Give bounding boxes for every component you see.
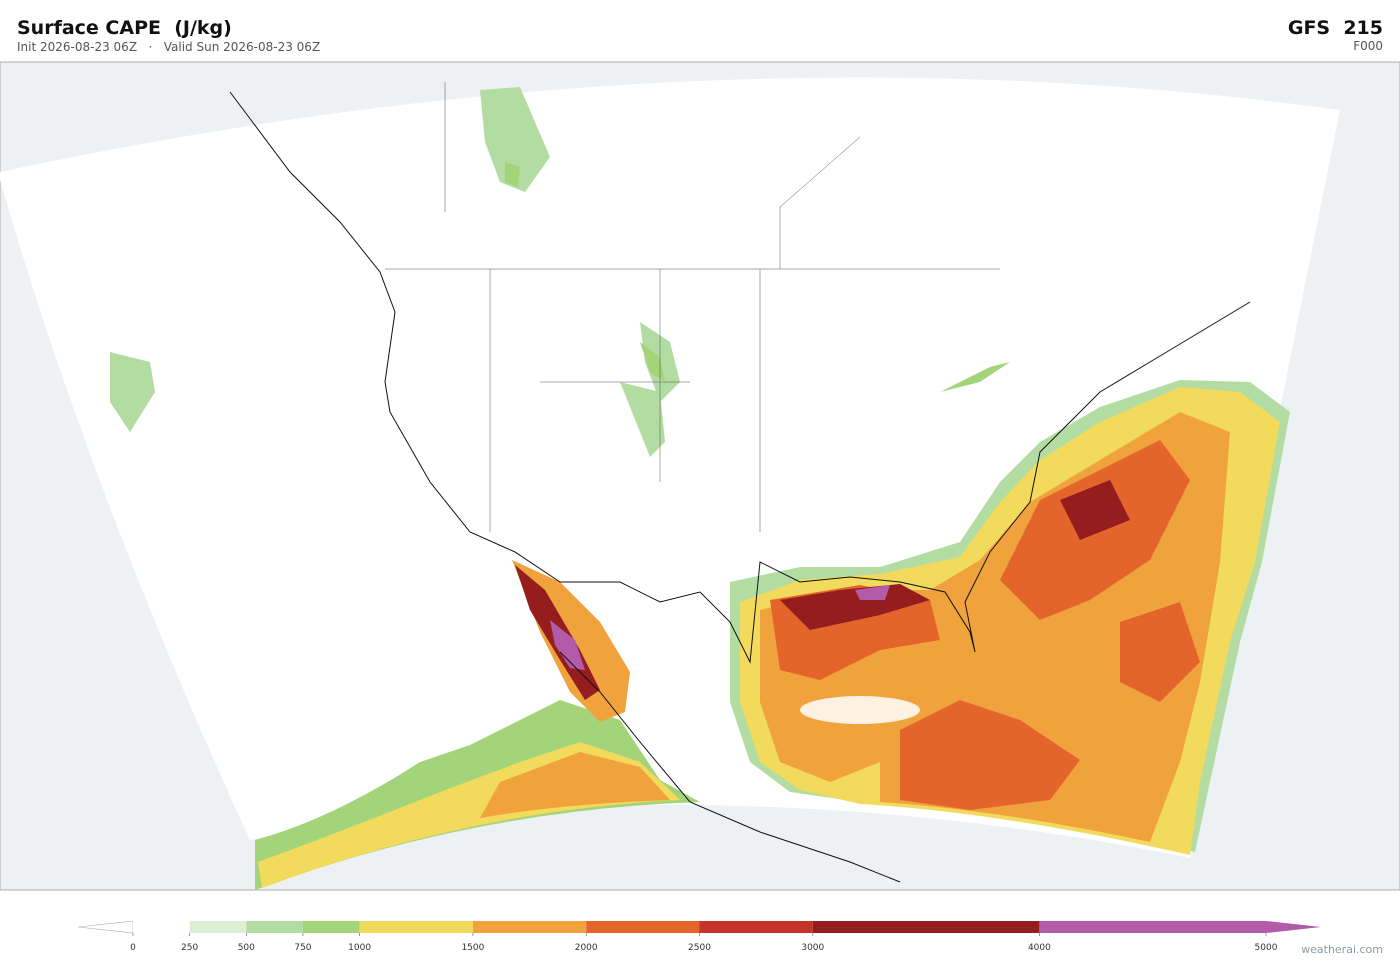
coastline <box>229 91 1251 883</box>
low-cape-band <box>800 696 920 724</box>
colorbar-tick-label: 2000 <box>575 943 598 953</box>
map <box>0 61 1400 891</box>
colorbar-tick-label: 2500 <box>688 943 711 953</box>
colorbar-segment <box>812 921 1040 933</box>
cape-field <box>855 585 890 600</box>
colorbar-tick-label: 750 <box>294 943 311 953</box>
colorbar-tick-label: 5000 <box>1255 943 1278 953</box>
colorbar-tick-label: 1500 <box>461 943 484 953</box>
colorbar-segment <box>246 921 303 933</box>
cape-field <box>550 620 585 670</box>
colorbar-extend-high <box>1266 921 1321 933</box>
colorbar-segment <box>1039 921 1266 933</box>
watermark: weatherai.com <box>1301 943 1383 956</box>
colorbar-tick-label: 250 <box>181 943 198 953</box>
colorbar-segment <box>189 921 247 933</box>
colorbar: 0 250 500 750 1000 1500 2000 2500 3000 4000 5000 <box>77 920 1321 953</box>
title: Surface CAPE (J/kg) <box>17 17 232 39</box>
model-label: GFS 215 <box>1288 17 1383 39</box>
colorbar-tick-label: 4000 <box>1028 943 1051 953</box>
colorbar-extend-low <box>77 920 134 934</box>
colorbar-tick-label: 3000 <box>801 943 824 953</box>
colorbar-tick-label: 0 <box>130 943 136 953</box>
colorbar-segment <box>359 921 473 933</box>
borders <box>385 82 1000 532</box>
colorbar-segment <box>133 921 190 933</box>
forecast-hour: F000 <box>1353 39 1383 53</box>
subtitle: Init 2026-08-23 06Z · Valid Sun 2026-08-… <box>17 40 320 54</box>
colorbar-segment <box>586 921 700 933</box>
colorbar-segment <box>472 921 587 933</box>
cape-field <box>480 752 670 818</box>
colorbar-tick-label: 500 <box>238 943 255 953</box>
colorbar-segment <box>302 921 360 933</box>
colorbar-segment <box>699 921 813 933</box>
colorbar-tick-label: 1000 <box>348 943 371 953</box>
